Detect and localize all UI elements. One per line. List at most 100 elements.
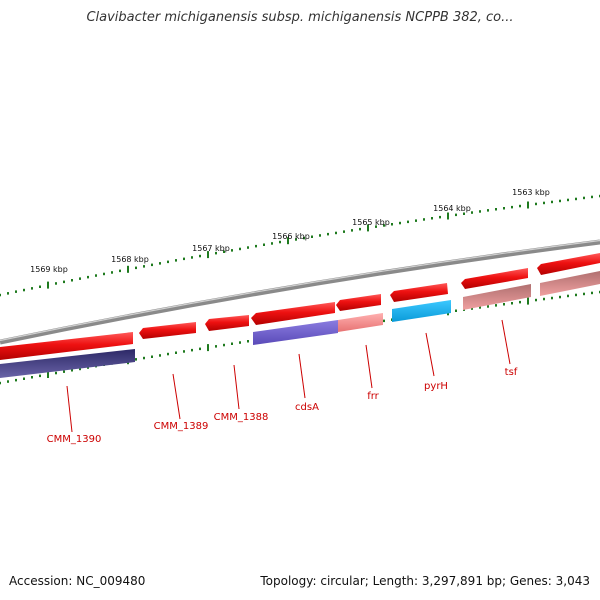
inner-ruler-minor-tick — [575, 293, 577, 297]
inner-ruler-minor-tick — [143, 356, 145, 360]
outer-ruler-major-tick — [127, 265, 129, 273]
gene-arrow-fwd-7[interactable] — [461, 268, 528, 289]
inner-ruler-minor-tick — [183, 350, 185, 353]
outer-ruler-minor-tick — [399, 221, 401, 225]
outer-ruler-minor-tick — [359, 227, 361, 231]
outer-ruler-minor-tick — [55, 282, 57, 285]
outer-ruler-minor-tick — [495, 208, 497, 211]
outer-ruler-minor-tick — [455, 213, 457, 217]
ruler-label-1563: 1563 kbp — [512, 188, 550, 197]
outer-ruler-minor-tick — [247, 246, 249, 249]
outer-ruler-minor-tick — [535, 202, 537, 206]
inner-ruler-major-tick — [527, 297, 529, 305]
outer-ruler-minor-tick — [95, 274, 97, 277]
outer-ruler-minor-tick — [279, 240, 281, 244]
gene-label-CMM_1388[interactable]: CMM_1388 — [214, 412, 269, 423]
outer-ruler-minor-tick — [583, 196, 585, 200]
outer-ruler-minor-tick — [575, 197, 577, 201]
outer-ruler-minor-tick — [71, 279, 73, 282]
gene-arrow-fwd-6[interactable] — [390, 283, 448, 302]
inner-ruler-minor-tick — [503, 303, 505, 306]
outer-ruler-minor-tick — [391, 223, 393, 226]
outer-ruler-minor-tick — [223, 250, 225, 253]
forward-strand — [0, 253, 600, 360]
leader-CMM_1388 — [233, 364, 240, 410]
outer-ruler-minor-tick — [559, 199, 561, 203]
ruler-label-1565: 1565 kbp — [352, 218, 390, 227]
outer-ruler-minor-tick — [407, 220, 409, 224]
inner-ruler-minor-tick — [159, 354, 161, 357]
gene-arrow-fwd-4[interactable] — [251, 302, 335, 325]
inner-ruler-minor-tick — [495, 304, 497, 307]
inner-ruler-minor-tick — [0, 381, 1, 385]
gene-arrow-pyrH[interactable] — [392, 300, 451, 322]
inner-ruler-minor-tick — [151, 355, 153, 358]
gene-arrow-rev-6[interactable] — [540, 271, 600, 296]
inner-ruler-major-tick — [47, 371, 49, 378]
leader-frr — [365, 344, 373, 389]
ruler-label-1569: 1569 kbp — [30, 265, 68, 274]
outer-ruler-minor-tick — [503, 207, 505, 210]
outer-ruler-minor-tick — [471, 211, 473, 214]
outer-ruler-minor-tick — [335, 231, 337, 235]
outer-ruler-minor-tick — [375, 225, 377, 228]
gene-labels: CMM_1390 CMM_1389 CMM_1388 cdsA frr pyrH… — [47, 367, 518, 445]
outer-ruler-major-tick — [447, 212, 449, 220]
leader-cdsA — [298, 353, 306, 399]
gene-arrow-CMM_1390[interactable] — [0, 349, 135, 378]
gene-arrow-CMM_1388[interactable] — [205, 315, 249, 331]
inner-ruler-minor-tick — [583, 292, 585, 296]
gene-arrow-fwd-8[interactable] — [537, 253, 600, 275]
gene-arrow-fwd-1[interactable] — [0, 332, 133, 360]
gene-label-pyrH[interactable]: pyrH — [424, 381, 448, 392]
inner-ruler-minor-tick — [199, 347, 201, 351]
outer-ruler-minor-tick — [511, 205, 513, 209]
gene-label-tsf[interactable]: tsf — [505, 367, 518, 378]
genome-backbone-highlight — [0, 239, 600, 342]
outer-ruler-major-tick — [527, 201, 529, 209]
inner-ruler-minor-tick — [231, 342, 233, 345]
outer-ruler-minor-tick — [151, 263, 153, 267]
gene-leader-lines — [66, 319, 511, 433]
gene-arrow-fwd-5[interactable] — [336, 294, 381, 311]
inner-ruler-minor-tick — [239, 341, 241, 344]
outer-ruler-minor-tick — [319, 234, 321, 237]
outer-ruler-minor-tick — [23, 288, 25, 292]
outer-ruler-minor-tick — [87, 275, 89, 279]
outer-ruler-minor-tick — [135, 266, 137, 270]
outer-ruler-minor-tick — [463, 212, 465, 215]
outer-ruler-minor-tick — [327, 232, 329, 236]
ruler-label-1566: 1566 kbp — [272, 232, 310, 241]
outer-ruler-minor-tick — [263, 243, 265, 246]
outer-ruler-minor-tick — [215, 251, 217, 255]
outer-ruler-major-tick — [207, 251, 209, 259]
outer-ruler-minor-tick — [255, 244, 257, 248]
gene-arrow-cdsA[interactable] — [253, 320, 338, 345]
gene-arrow-frr[interactable] — [338, 313, 383, 332]
gene-arrow-tsf[interactable] — [463, 284, 531, 310]
inner-ruler-minor-tick — [479, 306, 481, 309]
outer-ruler-minor-tick — [7, 292, 9, 295]
gene-label-CMM_1389[interactable]: CMM_1389 — [154, 421, 209, 432]
inner-ruler-minor-tick — [79, 367, 81, 371]
outer-ruler-major-tick — [47, 281, 49, 289]
inner-ruler-minor-tick — [535, 298, 537, 302]
inner-ruler-major-tick — [207, 344, 209, 352]
inner-ruler-minor-tick — [591, 291, 593, 295]
inner-ruler-minor-tick — [63, 370, 65, 373]
outer-ruler-minor-tick — [79, 277, 81, 280]
outer-ruler-minor-tick — [159, 262, 161, 265]
inner-ruler-minor-tick — [455, 309, 457, 312]
genome-summary-text: Topology: circular; Length: 3,297,891 bp… — [260, 574, 590, 588]
outer-ruler-major-tick — [287, 237, 289, 245]
outer-ruler-minor-tick — [199, 254, 201, 258]
outer-ruler-minor-tick — [167, 260, 169, 264]
outer-ruler-minor-tick — [303, 236, 305, 240]
gene-label-cdsA[interactable]: cdsA — [295, 402, 319, 413]
gene-label-CMM_1390[interactable]: CMM_1390 — [47, 434, 102, 445]
gene-label-frr[interactable]: frr — [367, 391, 379, 402]
gene-arrow-CMM_1389[interactable] — [139, 322, 196, 339]
outer-ruler-minor-tick — [543, 201, 545, 205]
outer-ruler-minor-tick — [271, 242, 273, 245]
